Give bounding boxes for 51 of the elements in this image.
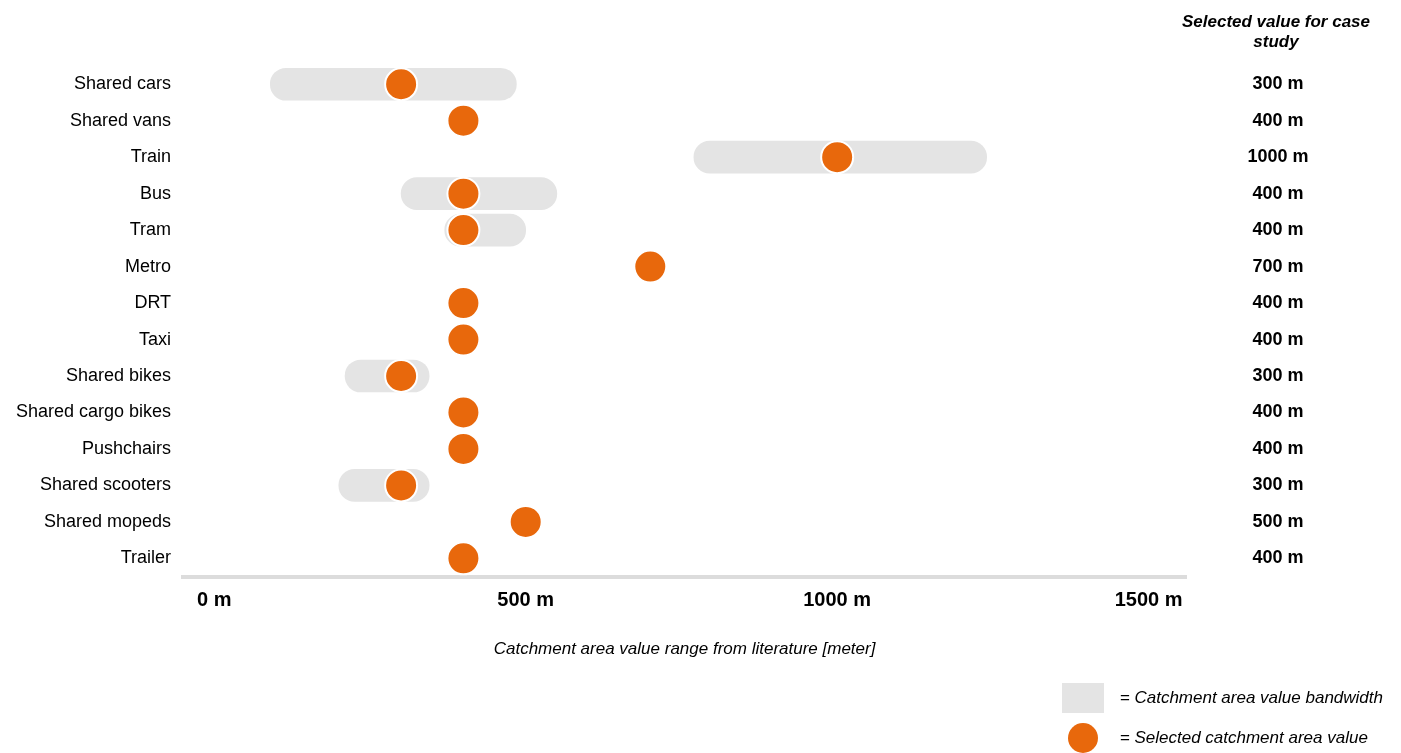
bar <box>693 140 987 174</box>
point <box>633 249 668 284</box>
data-label: 300 m <box>1252 474 1304 495</box>
data-label: 300 m <box>1252 364 1304 385</box>
data-label: 1000 m <box>1247 146 1309 167</box>
data-label: 500 m <box>1252 510 1304 531</box>
y-tick-label: Taxi <box>139 328 172 349</box>
data-label: 400 m <box>1252 328 1304 349</box>
data-label: 400 m <box>1252 401 1304 422</box>
y-tick-label: Shared cars <box>74 73 172 94</box>
y-tick-label: Shared bikes <box>66 364 172 385</box>
y-tick-label: DRT <box>134 292 172 313</box>
x-tick-label: 1000 m <box>803 588 872 611</box>
point <box>446 103 481 138</box>
data-label: 400 m <box>1252 292 1304 313</box>
point <box>446 322 481 357</box>
point <box>508 504 543 539</box>
x-tick-label: 1500 m <box>1114 588 1183 611</box>
y-tick-label: Train <box>130 146 172 167</box>
point <box>384 468 419 503</box>
data-label: 400 m <box>1252 109 1304 130</box>
text: Selected value for case study <box>1180 12 1371 52</box>
legend-label: = Selected catchment area value <box>1119 728 1368 748</box>
data-label: 400 m <box>1252 437 1304 458</box>
point <box>820 140 855 175</box>
y-tick-label: Shared mopeds <box>44 510 172 531</box>
y-tick-label: Pushchairs <box>82 437 172 458</box>
x-axis-title: Catchment area value range from literature [meter] <box>493 638 877 658</box>
point <box>446 541 481 576</box>
point <box>446 395 481 430</box>
y-tick-label: Shared scooters <box>40 474 172 495</box>
point <box>446 286 481 321</box>
data-label: 400 m <box>1252 219 1304 240</box>
y-tick-label: Tram <box>129 219 172 240</box>
x-tick-label: 0 m <box>197 588 232 611</box>
y-tick-label: Shared vans <box>70 109 172 130</box>
point <box>384 359 419 394</box>
data-label: 300 m <box>1252 73 1304 94</box>
point <box>384 67 419 102</box>
data-label: 400 m <box>1252 547 1304 568</box>
data-label: 700 m <box>1252 255 1304 276</box>
point <box>446 176 481 211</box>
y-tick-label: Trailer <box>120 547 172 568</box>
y-tick-label: Bus <box>140 182 172 203</box>
legend-label: = Catchment area value bandwidth <box>1119 688 1383 708</box>
y-tick-label: Metro <box>125 255 172 276</box>
y-tick-label: Shared cargo bikes <box>16 401 172 422</box>
data-label: 400 m <box>1252 182 1304 203</box>
point <box>446 213 481 248</box>
x-tick-label: 500 m <box>497 588 555 611</box>
point <box>446 431 481 466</box>
